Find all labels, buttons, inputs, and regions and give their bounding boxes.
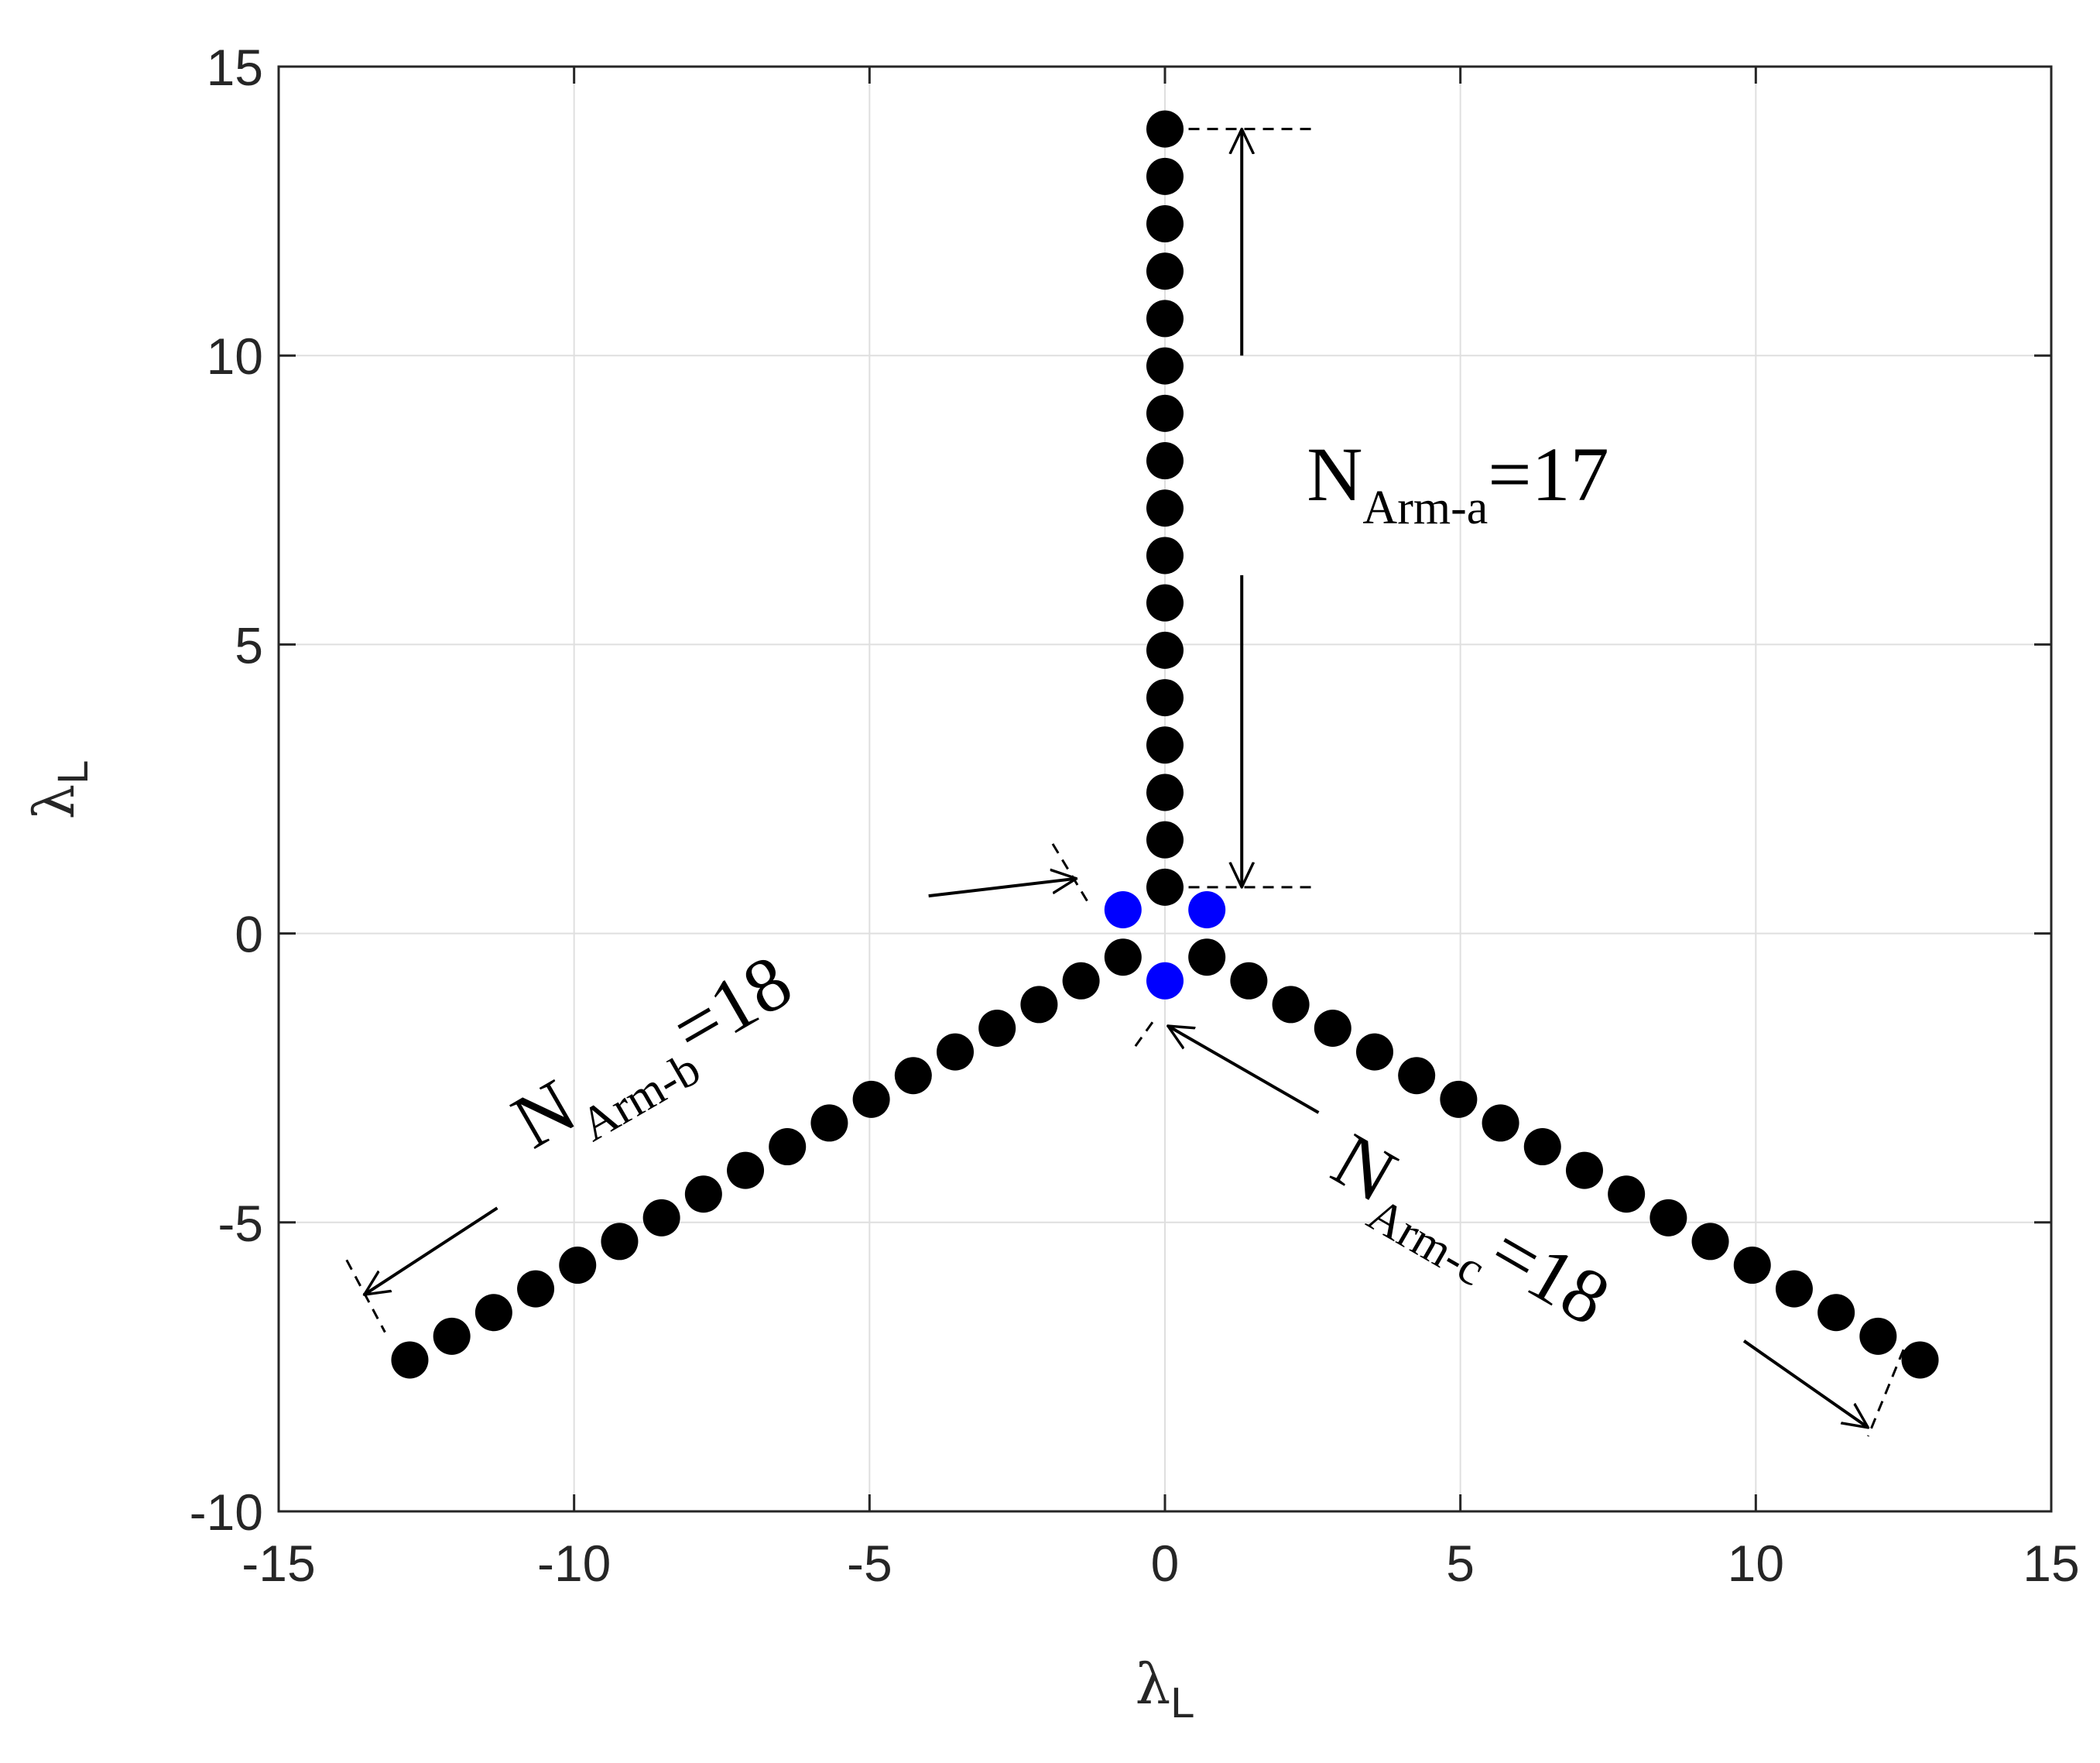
data-point (391, 1341, 429, 1379)
data-point (1146, 821, 1184, 859)
data-point (1859, 1317, 1897, 1355)
data-point (1062, 962, 1100, 1000)
dimension-arrow (1168, 1026, 1320, 1114)
data-point (1104, 938, 1142, 976)
x-tick-label: 15 (2023, 1535, 2079, 1592)
y-axis-label: λL (22, 760, 97, 820)
data-point (1482, 1104, 1519, 1142)
data-point (852, 1080, 890, 1118)
data-point (1440, 1080, 1478, 1118)
x-tick-label: -15 (242, 1535, 315, 1592)
y-axis-label-symbol: λ (22, 784, 87, 820)
data-point (1146, 773, 1184, 811)
dimension-arrow (928, 879, 1077, 898)
x-tick-label: -5 (847, 1535, 892, 1592)
dimension-dashed-line (1866, 1349, 1905, 1437)
data-point (1146, 300, 1184, 338)
data-point (1608, 1175, 1646, 1213)
data-point (517, 1270, 555, 1308)
data-point (1146, 726, 1184, 764)
dimension-dashed-line (1051, 843, 1092, 908)
data-point (642, 1199, 680, 1237)
data-point-blue (1146, 962, 1184, 1000)
data-point (1020, 986, 1058, 1024)
data-point (1355, 1033, 1393, 1071)
x-tick-label: 0 (1151, 1535, 1180, 1592)
data-point (1146, 110, 1184, 148)
y-tick-label: 0 (235, 906, 263, 963)
data-point (1314, 1010, 1351, 1048)
y-tick-label: 15 (207, 39, 263, 96)
y-tick-label: -5 (218, 1195, 263, 1252)
data-point (1146, 442, 1184, 480)
arm-annotation-sub: Arm-a (1362, 482, 1488, 534)
data-point (1733, 1247, 1771, 1285)
data-point-blue (1104, 890, 1142, 928)
data-point (727, 1151, 765, 1189)
x-axis-label-symbol: λ (1136, 1652, 1171, 1717)
data-point (684, 1175, 722, 1213)
dimension-arrow (365, 1206, 498, 1295)
data-point-blue (1188, 890, 1226, 928)
data-point (1523, 1128, 1561, 1166)
y-tick-label: -10 (190, 1483, 263, 1541)
y-tick-label: 10 (207, 328, 263, 385)
data-point (1146, 584, 1184, 622)
y-axis-label-sub: L (48, 760, 97, 784)
data-point (1146, 868, 1184, 906)
data-point (1188, 938, 1226, 976)
data-point (1565, 1151, 1603, 1189)
data-point (1398, 1057, 1436, 1095)
data-point (1901, 1341, 1939, 1379)
x-tick-label: 10 (1728, 1535, 1784, 1592)
data-point (1146, 489, 1184, 527)
data-point (1146, 347, 1184, 385)
data-point (1146, 631, 1184, 669)
x-tick-label: -10 (537, 1535, 611, 1592)
data-point (601, 1223, 639, 1261)
data-point (1272, 986, 1310, 1024)
data-points (391, 110, 1939, 1379)
data-point (894, 1057, 932, 1095)
data-point (1146, 252, 1184, 290)
data-point (937, 1033, 975, 1071)
data-point (1146, 679, 1184, 717)
dimension-dashed-line (1134, 1016, 1157, 1048)
data-point (433, 1317, 471, 1355)
x-axis-label-sub: L (1170, 1678, 1194, 1727)
data-point (1775, 1270, 1813, 1308)
data-point (769, 1128, 807, 1166)
x-axis-label: λL (1136, 1652, 1195, 1727)
data-point (1146, 394, 1184, 432)
data-point (559, 1247, 597, 1285)
data-point (1146, 157, 1184, 195)
data-point (1146, 205, 1184, 243)
data-point (1691, 1223, 1729, 1261)
y-tick-label: 5 (235, 616, 263, 674)
data-point (1650, 1199, 1687, 1237)
data-point (810, 1104, 848, 1142)
arm-annotation-main: N (1307, 431, 1362, 517)
data-point (1230, 962, 1268, 1000)
arm-annotation: NArm-a=17 (1307, 431, 1608, 534)
data-point (474, 1294, 512, 1332)
x-tick-label: 5 (1446, 1535, 1475, 1592)
data-point (1146, 537, 1184, 575)
dimension-arrow (1742, 1339, 1868, 1428)
arm-annotation-value: =17 (1488, 431, 1608, 517)
data-point (1817, 1294, 1855, 1332)
dimension-lines (345, 129, 1905, 1437)
data-point (978, 1010, 1016, 1048)
